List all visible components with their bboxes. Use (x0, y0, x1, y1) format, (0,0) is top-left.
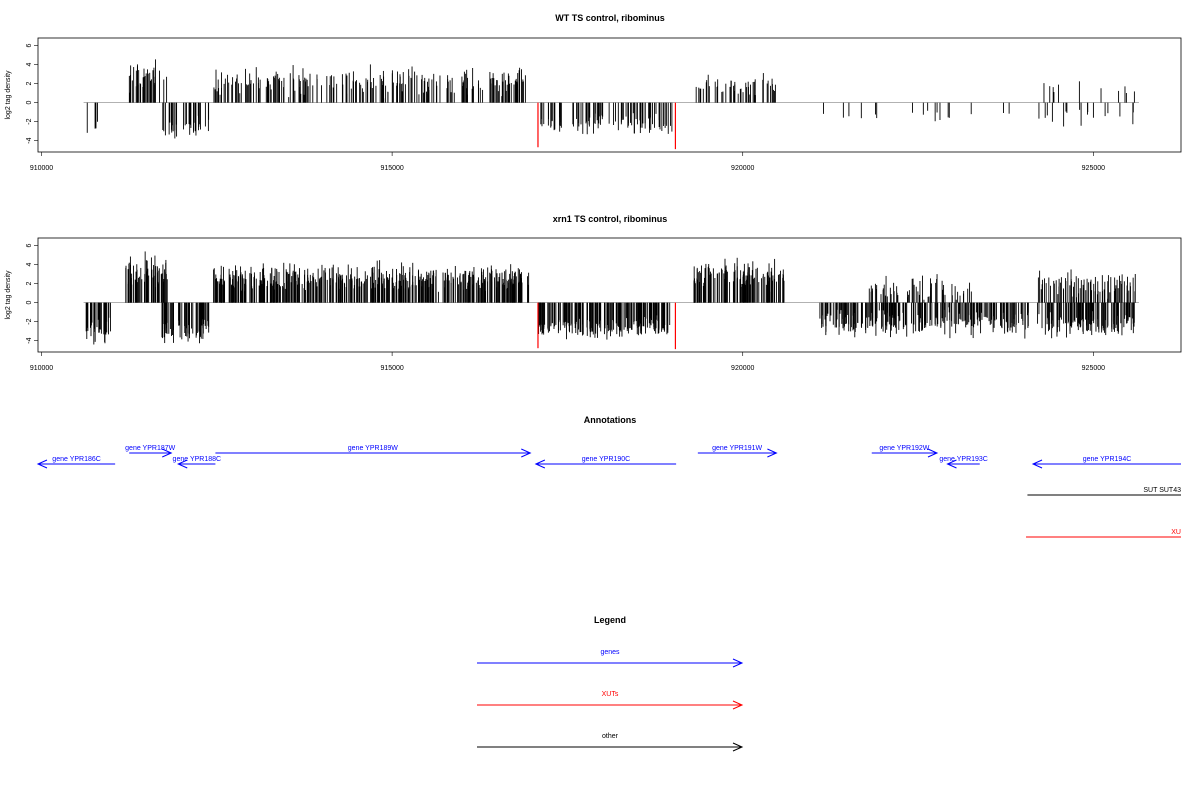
annotation-label: gene YPR192W (879, 445, 929, 452)
arrow-head (534, 459, 546, 469)
y-tick-label: -4 (26, 337, 33, 343)
y-tick-label: -2 (26, 118, 33, 124)
arrow-head (927, 448, 939, 458)
legend-item-label: genes (600, 649, 620, 656)
arrow-head (162, 448, 173, 458)
arrow-head (732, 700, 744, 710)
arrow-head (767, 448, 778, 458)
y-tick-label: 4 (26, 63, 33, 67)
arrow-head (177, 459, 188, 469)
y-tick-label: -4 (26, 137, 33, 143)
panel-title: xrn1 TS control, ribominus (553, 214, 668, 224)
y-tick-label: 0 (26, 301, 33, 305)
annotation-label: gene YPR187W (125, 445, 175, 452)
x-tick-label: 910000 (30, 365, 53, 372)
arrow-head (1031, 459, 1043, 469)
annotation-label: XU (1171, 529, 1181, 536)
annotation-label: gene YPR193C (939, 456, 988, 463)
annotations-panel: Annotations gene YPR186C gene YPR187W gene… (36, 415, 1181, 538)
legend-title: Legend (594, 615, 626, 625)
y-tick-label: 0 (26, 101, 33, 105)
arrow-head (732, 742, 744, 752)
annotation-label: gene YPR188C (173, 456, 222, 463)
x-tick-label: 910000 (30, 165, 53, 172)
x-tick-label: 915000 (380, 165, 403, 172)
arrow-head (36, 459, 48, 469)
annotation-label: gene YPR194C (1083, 456, 1132, 463)
arrow-head (732, 658, 744, 668)
wt-density-panel: WT TS control, ribominus log2 tag density… (5, 13, 1182, 172)
x-tick-label: 925000 (1082, 165, 1105, 172)
y-tick-label: -2 (26, 318, 33, 324)
x-tick-label: 920000 (731, 165, 754, 172)
xrn1-density-panel: xrn1 TS control, ribominus log2 tag densi… (5, 214, 1182, 372)
plot-frame (37, 37, 1182, 153)
plot-frame (37, 237, 1182, 353)
annotation-label: gene YPR186C (52, 456, 101, 463)
annotation-label: SUT SUT43 (1143, 487, 1181, 494)
annotation-label: gene YPR191W (712, 445, 762, 452)
y-axis-label: log2 tag density (5, 270, 12, 320)
arrow-head (521, 448, 532, 458)
y-tick-label: 4 (26, 263, 33, 267)
y-axis-label: log2 tag density (5, 70, 12, 120)
x-tick-label: 925000 (1082, 365, 1105, 372)
y-tick-label: 6 (26, 44, 33, 48)
x-tick-label: 915000 (380, 365, 403, 372)
annotations-title: Annotations (584, 415, 637, 425)
panel-title: WT TS control, ribominus (555, 13, 665, 23)
y-tick-label: 2 (26, 82, 33, 86)
y-tick-label: 6 (26, 244, 33, 248)
arrow-head (946, 459, 957, 469)
annotation-label: gene YPR189W (348, 445, 398, 452)
legend-item-label: other (602, 733, 619, 740)
annotation-label: gene YPR190C (582, 456, 631, 463)
x-tick-label: 920000 (731, 365, 754, 372)
legend-panel: Legend genes XUTs other (477, 615, 744, 752)
legend-item-label: XUTs (602, 691, 619, 698)
y-tick-label: 2 (26, 282, 33, 286)
